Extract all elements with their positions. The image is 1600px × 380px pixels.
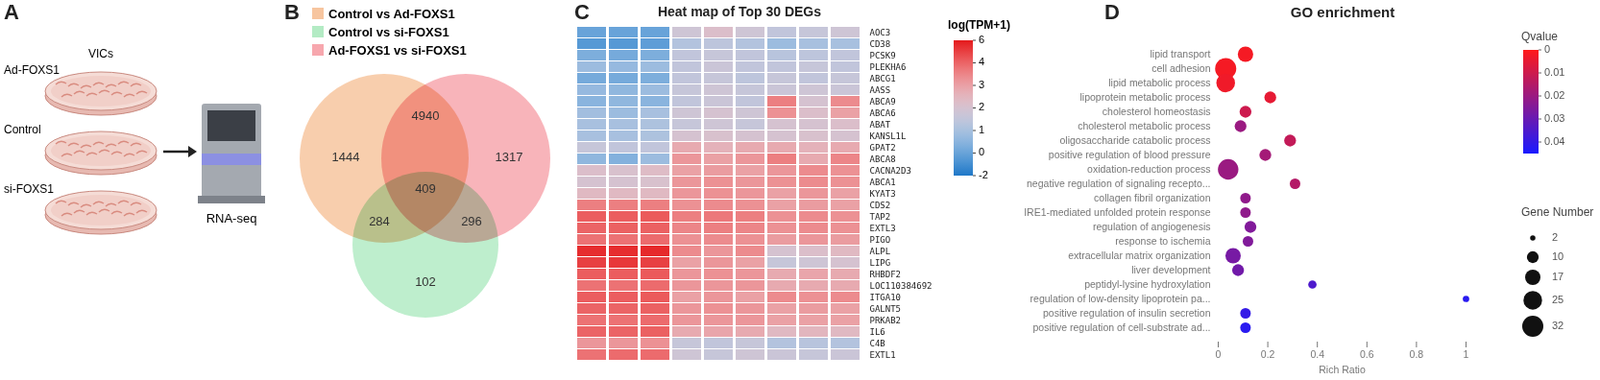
svg-text:C4B: C4B [870,339,886,349]
svg-text:si-FOXS1: si-FOXS1 [3,182,54,196]
svg-text:4: 4 [978,55,985,68]
svg-text:VICs: VICs [88,47,114,61]
html-text:A: A [3,0,20,25]
svg-text:Rich Ratio: Rich Ratio [1318,363,1366,376]
svg-text:32: 32 [1551,319,1564,332]
svg-text:cell adhesion: cell adhesion [1151,62,1211,74]
svg-text:25: 25 [1551,293,1564,306]
svg-text:peptidyl-lysine hydroxylation: peptidyl-lysine hydroxylation [1084,278,1211,291]
svg-text:Control vs Ad-FOXS1: Control vs Ad-FOXS1 [328,6,456,22]
svg-text:1: 1 [978,123,985,136]
svg-text:Gene Number: Gene Number [1521,205,1594,219]
svg-text:CD38: CD38 [870,39,892,49]
svg-text:0.02: 0.02 [1544,89,1565,101]
svg-text:positive regulation of cell-su: positive regulation of cell-substrate ad… [1032,321,1211,334]
svg-text:regulation of low-density lipo: regulation of low-density lipoprotein pa… [1030,292,1212,305]
svg-text:collagen fibril organization: collagen fibril organization [1093,192,1212,204]
svg-text:409: 409 [414,181,437,196]
svg-text:ITGA10: ITGA10 [870,292,902,303]
svg-text:Control: Control [3,122,42,137]
svg-text:liver development: liver development [1131,264,1211,276]
svg-text:ABAT: ABAT [870,120,892,130]
svg-text:CDS2: CDS2 [870,200,892,211]
svg-text:response to ischemia: response to ischemia [1115,235,1211,247]
svg-text:GALNT5: GALNT5 [870,304,902,315]
svg-text:296: 296 [460,214,483,229]
svg-text:lipid metabolic process: lipid metabolic process [1108,76,1211,89]
svg-text:-2: -2 [978,169,989,181]
svg-text:extracellular matrix organizat: extracellular matrix organization [1067,249,1211,262]
svg-text:4940: 4940 [412,108,440,123]
html-text:GO enrichment: GO enrichment [1290,3,1395,21]
svg-text:0.4: 0.4 [1309,348,1325,361]
svg-text:0.8: 0.8 [1409,348,1425,361]
svg-text:0.01: 0.01 [1544,66,1565,78]
svg-text:2: 2 [1551,231,1558,243]
svg-text:6: 6 [978,33,985,46]
html-text:B: B [284,0,300,25]
svg-text:LIPG: LIPG [870,258,892,268]
svg-text:ABCG1: ABCG1 [870,73,897,84]
svg-text:negative regulation of signali: negative regulation of signaling recepto… [1026,177,1211,190]
svg-text:0.04: 0.04 [1544,135,1565,147]
svg-text:cholesterol homeostasis: cholesterol homeostasis [1102,105,1212,118]
svg-text:102: 102 [414,274,437,290]
svg-text:LOC110384692: LOC110384692 [870,281,933,291]
svg-text:17: 17 [1551,270,1564,283]
svg-text:AOC3: AOC3 [870,27,892,38]
svg-text:GPAT2: GPAT2 [870,143,897,153]
svg-text:oligosaccharide catabolic proc: oligosaccharide catabolic process [1059,134,1211,146]
svg-text:Control vs si-FOXS1: Control vs si-FOXS1 [328,24,450,40]
svg-text:1: 1 [1463,348,1470,361]
svg-text:EXTL1: EXTL1 [870,350,897,361]
svg-text:regulation of angiogenesis: regulation of angiogenesis [1092,220,1212,233]
svg-text:0: 0 [978,145,985,158]
svg-text:2: 2 [978,100,985,113]
svg-text:RHBDF2: RHBDF2 [870,269,902,280]
svg-text:TAP2: TAP2 [870,212,892,222]
svg-text:positive regulation of blood p: positive regulation of blood pressure [1048,148,1212,161]
svg-text:AASS: AASS [870,85,892,96]
svg-text:Qvalue: Qvalue [1521,29,1558,44]
svg-text:RNA-seq: RNA-seq [206,211,258,226]
svg-text:EXTL3: EXTL3 [870,223,897,234]
svg-text:KYAT3: KYAT3 [870,189,897,199]
svg-text:ABCA8: ABCA8 [870,154,897,165]
svg-text:cholesterol metabolic process: cholesterol metabolic process [1077,120,1211,132]
svg-text:0.6: 0.6 [1359,348,1375,361]
svg-text:0: 0 [1544,43,1551,55]
svg-text:IL6: IL6 [870,327,886,338]
svg-text:Ad-FOXS1 vs si-FOXS1: Ad-FOXS1 vs si-FOXS1 [328,43,467,58]
svg-text:0: 0 [1215,348,1222,361]
svg-text:lipid transport: lipid transport [1149,48,1211,60]
html-text:Heat map of Top 30 DEGs: Heat map of Top 30 DEGs [657,3,822,20]
svg-text:ALPL: ALPL [870,246,892,257]
svg-text:PRKAB2: PRKAB2 [870,315,902,326]
svg-text:PLEKHA6: PLEKHA6 [870,62,907,73]
svg-text:positive regulation of insulin: positive regulation of insulin secretion [1042,307,1212,319]
svg-text:ABCA6: ABCA6 [870,108,897,119]
svg-text:0.03: 0.03 [1544,112,1565,124]
svg-text:3: 3 [978,78,985,91]
svg-text:CACNA2D3: CACNA2D3 [870,166,912,176]
svg-text:Ad-FOXS1: Ad-FOXS1 [3,63,60,77]
html-text:C: C [574,0,590,25]
html-text:D: D [1104,0,1120,25]
svg-text:284: 284 [368,214,390,229]
svg-text:oxidation-reduction process: oxidation-reduction process [1087,163,1211,175]
svg-text:ABCA9: ABCA9 [870,96,897,107]
svg-text:lipoprotein metabolic process: lipoprotein metabolic process [1080,91,1212,103]
svg-text:10: 10 [1551,250,1564,263]
svg-text:KANSL1L: KANSL1L [870,131,907,142]
svg-text:PCSK9: PCSK9 [870,50,897,61]
svg-text:PIGO: PIGO [870,235,892,245]
svg-text:log(TPM+1): log(TPM+1) [947,18,1011,32]
svg-text:ABCA1: ABCA1 [870,177,897,188]
svg-text:1444: 1444 [332,149,361,165]
svg-text:1317: 1317 [495,149,524,165]
svg-text:IRE1-mediated unfolded protein: IRE1-mediated unfolded protein response [1023,206,1212,219]
svg-text:0.2: 0.2 [1260,348,1276,361]
